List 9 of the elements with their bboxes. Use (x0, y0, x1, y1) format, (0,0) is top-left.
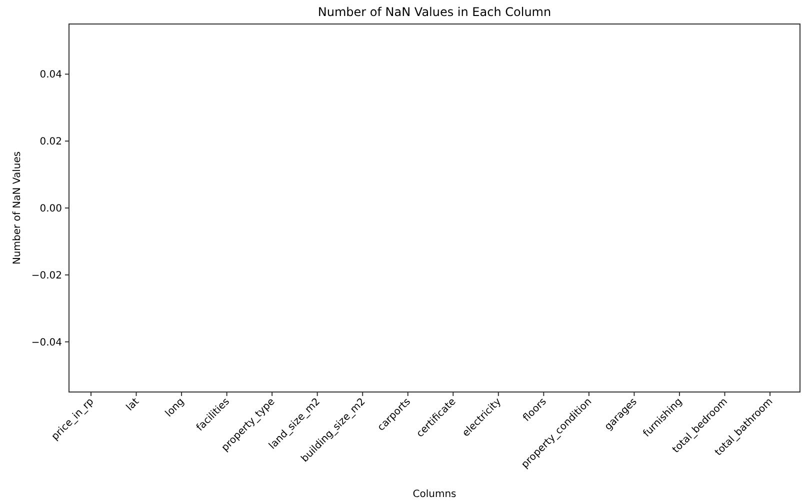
y-axis-title: Number of NaN Values (12, 151, 23, 265)
y-tick-label: −0.04 (31, 337, 62, 348)
chart-title: Number of NaN Values in Each Column (318, 5, 552, 19)
y-tick-label: 0.02 (40, 136, 62, 148)
x-axis-title: Columns (412, 489, 456, 500)
y-tick-label: −0.02 (31, 270, 62, 282)
y-tick-label: 0.04 (40, 70, 62, 81)
y-tick-label: 0.00 (40, 204, 62, 214)
x-tick-label: lat (124, 396, 142, 414)
